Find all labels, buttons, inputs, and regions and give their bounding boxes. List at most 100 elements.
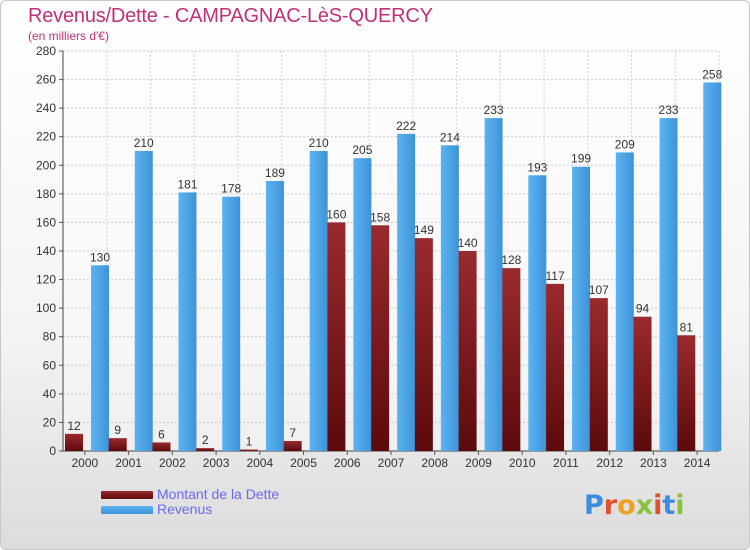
bar-dette xyxy=(502,268,521,451)
y-tick-label: 280 xyxy=(36,44,56,58)
bar-revenus xyxy=(659,118,678,452)
data-label-revenus: 178 xyxy=(221,182,241,196)
data-label-dette: 2 xyxy=(202,433,209,447)
bar-revenus xyxy=(528,175,547,452)
x-tick-label: 2009 xyxy=(465,456,492,470)
x-tick-label: 2004 xyxy=(246,456,273,470)
data-label-dette: 140 xyxy=(458,236,478,250)
data-label-revenus: 210 xyxy=(309,136,329,150)
data-label-dette: 117 xyxy=(545,269,564,283)
proxiti-logo: Proxiti xyxy=(584,490,685,521)
y-tick-label: 200 xyxy=(36,158,56,172)
bar-dette xyxy=(65,433,83,451)
y-tick-label: 80 xyxy=(43,330,57,344)
data-label-revenus: 233 xyxy=(484,103,504,117)
bar-revenus xyxy=(91,265,109,451)
data-label-revenus: 210 xyxy=(134,136,154,150)
bar-revenus xyxy=(397,133,416,451)
data-label-revenus: 199 xyxy=(571,152,591,166)
data-label-dette: 81 xyxy=(680,320,694,334)
data-label-revenus: 193 xyxy=(527,160,547,174)
legend-label-dette: Montant de la Dette xyxy=(157,486,280,502)
logo-letter: o xyxy=(617,490,636,521)
x-tick-label: 2014 xyxy=(684,456,711,470)
x-tick-label: 2000 xyxy=(72,456,99,470)
bar-dette xyxy=(414,238,433,451)
logo-letter: r xyxy=(603,490,618,521)
bar-revenus xyxy=(484,118,503,452)
bar-dette xyxy=(152,442,171,451)
data-label-revenus: 205 xyxy=(352,143,372,157)
bar-revenus xyxy=(178,192,197,451)
logo-letter: x xyxy=(635,490,654,521)
bar-dette xyxy=(371,225,390,451)
data-label-dette: 12 xyxy=(67,419,81,433)
data-label-dette: 149 xyxy=(414,223,434,237)
logo-letter: t xyxy=(662,490,676,521)
data-label-dette: 128 xyxy=(501,253,521,267)
x-tick-label: 2013 xyxy=(640,456,667,470)
y-tick-label: 160 xyxy=(36,215,56,229)
data-label-dette: 94 xyxy=(636,302,650,316)
data-label-dette: 107 xyxy=(589,283,609,297)
y-tick-label: 20 xyxy=(43,415,57,429)
x-tick-label: 2007 xyxy=(378,456,405,470)
logo-letter: i xyxy=(675,490,685,521)
data-label-revenus: 189 xyxy=(265,166,285,180)
data-label-revenus: 233 xyxy=(659,103,679,117)
bar-dette xyxy=(283,441,302,451)
bar-revenus xyxy=(222,196,241,451)
data-label-revenus: 258 xyxy=(702,67,722,81)
y-tick-label: 40 xyxy=(43,387,57,401)
y-tick-label: 100 xyxy=(36,301,56,315)
bar-revenus xyxy=(440,145,459,452)
bar-revenus xyxy=(615,152,634,451)
data-label-revenus: 209 xyxy=(615,137,635,151)
bar-dette xyxy=(108,438,127,451)
logo-letter: P xyxy=(584,490,604,521)
y-tick-label: 240 xyxy=(36,101,56,115)
data-label-dette: 6 xyxy=(158,427,165,441)
bar-revenus xyxy=(134,151,153,451)
data-label-dette: 7 xyxy=(289,426,296,440)
x-tick-label: 2011 xyxy=(553,456,579,470)
bar-dette xyxy=(327,222,346,451)
data-label-dette: 160 xyxy=(326,207,346,221)
x-tick-label: 2005 xyxy=(290,456,317,470)
data-label-dette: 1 xyxy=(246,435,253,449)
data-label-dette: 158 xyxy=(370,210,390,224)
legend-label-revenus: Revenus xyxy=(157,501,213,517)
data-label-revenus: 222 xyxy=(396,119,416,133)
y-tick-label: 220 xyxy=(36,130,56,144)
x-tick-label: 2003 xyxy=(203,456,230,470)
bar-dette xyxy=(589,298,608,451)
data-label-dette: 9 xyxy=(114,423,121,437)
y-tick-label: 60 xyxy=(43,358,57,372)
bar-dette xyxy=(458,251,477,451)
y-tick-label: 180 xyxy=(36,187,56,201)
chart-subtitle: (en milliers d'€) xyxy=(28,29,109,43)
bar-dette xyxy=(196,448,215,451)
bar-revenus xyxy=(703,82,722,451)
y-tick-label: 260 xyxy=(36,73,56,87)
bar-dette xyxy=(677,335,696,451)
x-tick-label: 2010 xyxy=(509,456,536,470)
bar-revenus xyxy=(353,158,372,451)
x-tick-label: 2006 xyxy=(334,456,361,470)
bar-dette xyxy=(239,449,258,451)
legend-swatch-dette xyxy=(101,491,153,499)
x-tick-label: 2002 xyxy=(159,456,186,470)
logo-letter: i xyxy=(653,490,663,521)
x-tick-label: 2012 xyxy=(596,456,623,470)
bar-dette xyxy=(546,283,565,451)
data-label-revenus: 130 xyxy=(90,250,110,264)
bar-dette xyxy=(633,316,652,451)
bar-revenus xyxy=(309,151,328,451)
x-tick-label: 2001 xyxy=(115,456,142,470)
chart-title: Revenus/Dette - CAMPAGNAC-LèS-QUERCY xyxy=(28,5,433,27)
y-tick-label: 0 xyxy=(49,444,56,458)
bar-revenus xyxy=(572,166,591,451)
y-tick-label: 140 xyxy=(36,244,56,258)
